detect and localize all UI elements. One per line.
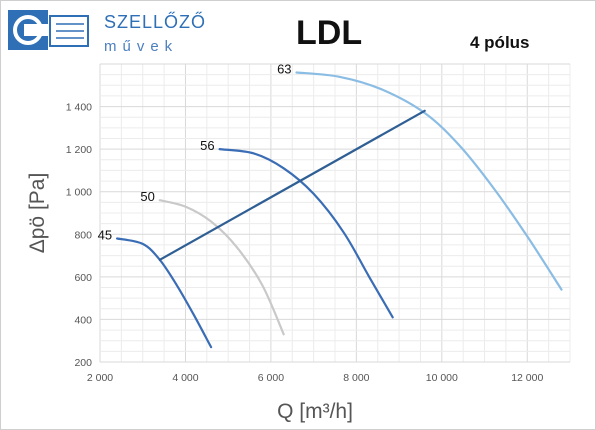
x-tick-label: 4 000 (172, 372, 198, 384)
brand-subtitle: művek (104, 38, 179, 55)
chart-subtitle: 4 pólus (470, 33, 530, 52)
y-tick-label: 800 (74, 229, 92, 241)
series-group (116, 71, 563, 349)
y-tick-label: 200 (74, 357, 92, 369)
series-label-45: 45 (98, 228, 112, 243)
series-line-56 (218, 148, 394, 319)
x-axis-label: Q [m³/h] (277, 400, 353, 423)
y-tick-label: 400 (74, 314, 92, 326)
operating-line (158, 109, 426, 261)
logo-icon (8, 10, 90, 52)
x-tick-label: 8 000 (343, 372, 369, 384)
brand-name: SZELLŐZŐ (104, 12, 207, 32)
y-tick-label: 1 400 (66, 102, 92, 114)
x-tick-label: 10 000 (426, 372, 458, 384)
series-label-56: 56 (200, 138, 214, 153)
y-tick-label: 1 000 (66, 187, 92, 199)
series-label-63: 63 (277, 62, 291, 77)
y-tick-label: 600 (74, 272, 92, 284)
x-tick-label: 6 000 (258, 372, 284, 384)
curve-labels: 45 50 56 63 (98, 62, 292, 243)
y-tick-label: 1 200 (66, 144, 92, 156)
y-axis-label: Δpö [Pa] (26, 173, 49, 254)
series-line-50 (158, 199, 285, 336)
x-tick-label: 12 000 (511, 372, 543, 384)
chart-title: LDL (296, 14, 363, 52)
series-label-50: 50 (140, 189, 154, 204)
x-tick-label: 2 000 (87, 372, 113, 384)
series-line-63 (295, 71, 563, 291)
tick-labels: 2 000 4 000 6 000 8 000 10 000 12 000 200 400 60… (66, 102, 544, 384)
series-line-45 (116, 237, 213, 349)
grid (99, 63, 571, 363)
